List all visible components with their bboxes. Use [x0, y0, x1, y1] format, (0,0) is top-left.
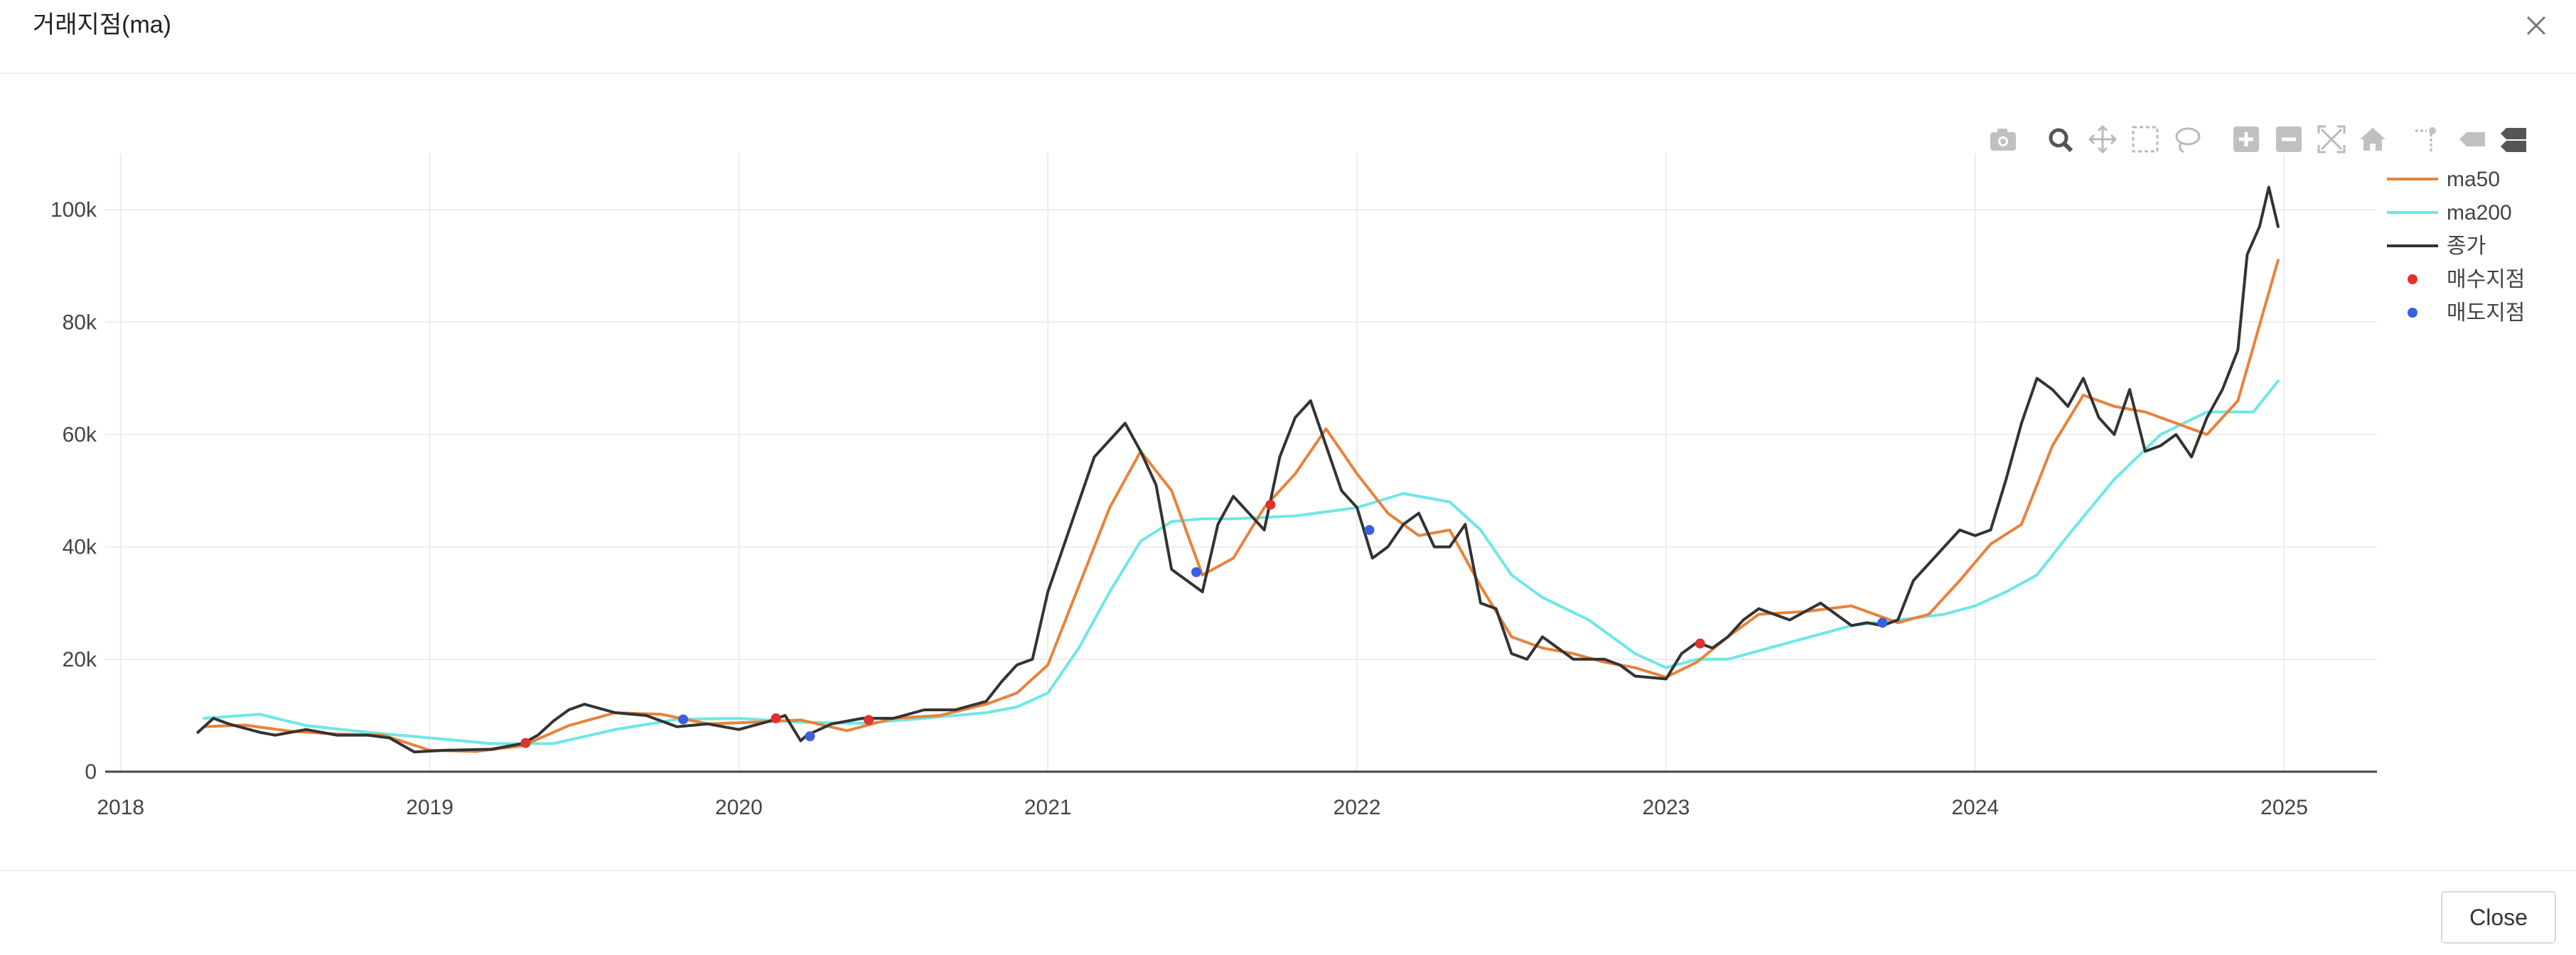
buy-point-marker[interactable] [520, 738, 531, 748]
y-tick-label: 0 [85, 760, 97, 784]
legend-item-ma50[interactable]: ma50 [2387, 168, 2500, 191]
sell-point-marker[interactable] [1364, 524, 1375, 535]
legend-item-sell-point[interactable]: 매도지점 [2408, 301, 2525, 325]
sell-point-marker[interactable] [805, 731, 815, 742]
modebar[interactable] [1990, 124, 2526, 154]
x-axis: 2018 2019 2020 2021 2022 2023 2024 2025 [97, 796, 2308, 819]
pan-icon[interactable] [2088, 124, 2118, 154]
sell-point-marker[interactable] [678, 714, 689, 725]
buy-point-marker[interactable] [771, 713, 781, 723]
hover-compare-icon[interactable] [2501, 128, 2526, 152]
y-axis: 0 20k 40k 60k 80k 100k [50, 198, 97, 784]
ma200-line[interactable] [203, 379, 2280, 745]
y-tick-label: 20k [63, 648, 97, 671]
zoom-in-icon[interactable] [2233, 126, 2259, 152]
reset-axes-icon[interactable] [2360, 128, 2386, 151]
spike-lines-icon[interactable] [2415, 127, 2436, 152]
lasso-select-icon[interactable] [2175, 127, 2201, 153]
buy-point-marker[interactable] [864, 715, 874, 725]
box-select-icon[interactable] [2132, 126, 2159, 153]
plot-area: 0 20k 40k 60k 80k 100k 2018 2019 2020 2021 2022 20… [0, 74, 2576, 870]
zoom-icon[interactable] [2049, 128, 2073, 153]
y-tick-label: 80k [63, 311, 97, 334]
x-tick-label: 2018 [97, 796, 144, 819]
x-tick-label: 2023 [1643, 796, 1690, 819]
sell-point-marker[interactable] [1191, 567, 1201, 578]
y-tick-label: 100k [50, 198, 97, 222]
x-tick-label: 2024 [1951, 796, 1999, 819]
legend-label: ma50 [2447, 168, 2500, 191]
x-tick-label: 2019 [406, 796, 454, 819]
legend-label: ma200 [2447, 201, 2512, 225]
legend-item-close-price[interactable]: 종가 [2387, 234, 2486, 258]
legend-swatch [2408, 308, 2417, 318]
close-price-line[interactable] [196, 185, 2280, 754]
close-button[interactable]: Close [2441, 891, 2556, 944]
zoom-out-icon[interactable] [2276, 126, 2302, 152]
modal-title: 거래지점(ma) [33, 11, 171, 38]
series-layer [196, 185, 2280, 754]
close-icon[interactable] [2522, 11, 2550, 40]
modal-header: 거래지점(ma) [0, 0, 2576, 74]
legend-item-ma200[interactable]: ma200 [2387, 201, 2512, 225]
grid-layer [105, 153, 2377, 773]
autoscale-icon[interactable] [2317, 125, 2346, 153]
legend-label: 종가 [2447, 234, 2486, 258]
x-tick-label: 2022 [1333, 796, 1381, 819]
x-tick-label: 2025 [2260, 796, 2308, 819]
buy-point-marker[interactable] [1695, 638, 1705, 649]
legend-label: 매수지점 [2447, 268, 2525, 291]
legend-label: 매도지점 [2447, 301, 2525, 325]
hover-closest-icon[interactable] [2459, 132, 2485, 146]
sell-point-marker[interactable] [1877, 617, 1888, 628]
modal-footer: Close [0, 870, 2576, 955]
y-tick-label: 40k [63, 536, 97, 559]
camera-icon[interactable] [1990, 129, 2016, 151]
x-tick-label: 2021 [1024, 796, 1072, 819]
x-tick-label: 2020 [715, 796, 763, 819]
y-tick-label: 60k [63, 423, 97, 446]
buy-point-marker[interactable] [1265, 500, 1276, 510]
marker-layer [520, 500, 1888, 748]
legend-item-buy-point[interactable]: 매수지점 [2408, 268, 2525, 291]
legend-swatch [2408, 274, 2417, 284]
